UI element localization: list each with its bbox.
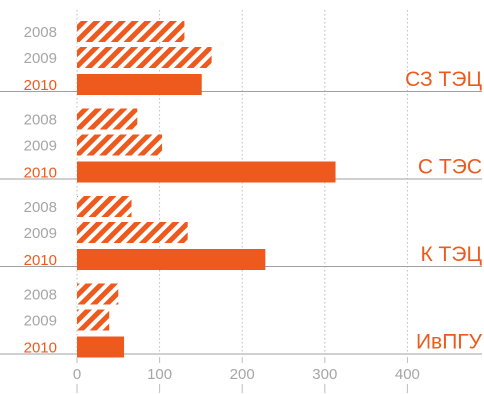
separator-layer <box>0 91 482 355</box>
year-label: 2008 <box>24 199 57 216</box>
year-label: 2008 <box>24 112 57 129</box>
bar-3-2009 <box>77 222 188 243</box>
bar-4-2009 <box>77 309 110 331</box>
year-label: 2010 <box>24 165 57 182</box>
year-label: 2009 <box>24 225 57 242</box>
x-axis: 0 100 200 300 400 <box>73 357 420 393</box>
year-label: 2008 <box>24 24 57 41</box>
year-label: 2009 <box>24 138 57 155</box>
bar-4-2010 <box>77 336 125 358</box>
year-label: 2009 <box>24 313 57 330</box>
group-label: ИвПГУ <box>416 331 483 354</box>
x-tick-label: 0 <box>73 366 81 383</box>
bar-4-2008 <box>77 283 119 305</box>
year-label: 2008 <box>24 287 57 304</box>
label-layer: 2008 2009 2010 СЗ ТЭЦ 2008 2009 2010 С ТЭС 2008 2… <box>24 24 483 357</box>
bar-1-2008 <box>77 21 185 42</box>
x-tick-label: 200 <box>230 366 255 383</box>
group-label: С ТЭС <box>418 156 482 179</box>
bar-2-2010 <box>77 161 336 183</box>
group-label: К ТЭЦ <box>420 243 482 266</box>
bar-layer <box>77 21 336 358</box>
year-label: 2010 <box>24 340 57 357</box>
bar-1-2010 <box>77 74 202 95</box>
bar-2-2008 <box>77 108 138 130</box>
year-label: 2009 <box>24 50 57 67</box>
bar-3-2010 <box>77 249 266 270</box>
group-label: СЗ ТЭЦ <box>405 68 482 91</box>
year-label: 2010 <box>24 252 57 269</box>
bar-1-2009 <box>77 47 212 68</box>
x-tick-label: 400 <box>395 366 420 383</box>
bar-3-2008 <box>77 196 132 217</box>
bar-2-2009 <box>77 134 163 156</box>
year-label: 2010 <box>24 77 57 94</box>
x-tick-label: 100 <box>147 366 172 383</box>
x-tick-label: 300 <box>312 366 337 383</box>
